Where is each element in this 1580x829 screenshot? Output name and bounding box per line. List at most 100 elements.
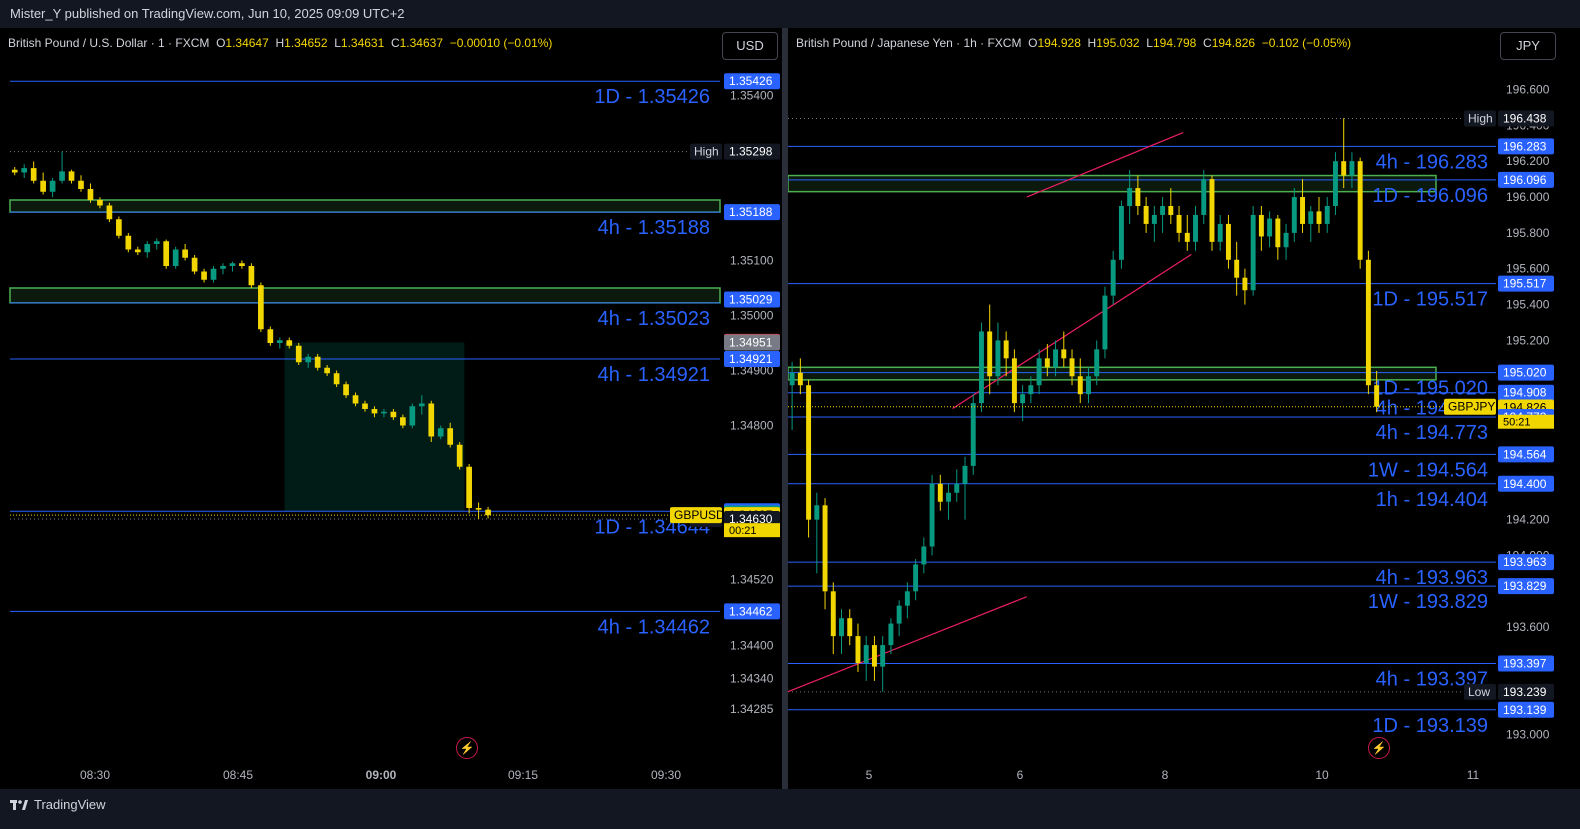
candle-body — [409, 406, 416, 426]
panel-divider[interactable] — [782, 28, 788, 789]
candle-body — [863, 645, 869, 664]
x-tick-label: 09:15 — [508, 768, 538, 782]
candle-body — [30, 168, 37, 181]
level-label: 4h - 1.35188 — [598, 217, 710, 239]
support-resistance-zone — [788, 366, 1437, 381]
candle-body — [1151, 214, 1157, 224]
candle-body — [1160, 206, 1166, 215]
candle-body — [806, 385, 812, 520]
candle-body — [97, 200, 103, 206]
price-tag — [724, 334, 780, 351]
candle-body — [1086, 376, 1091, 395]
lightning-icon[interactable]: ⚡ — [456, 737, 478, 759]
candle-body — [447, 428, 454, 445]
candle-body — [153, 241, 160, 244]
countdown-text: 50:21 — [1503, 417, 1531, 429]
publish-header: Mister_Y published on TradingView.com, J… — [0, 0, 1580, 28]
candle-body — [466, 466, 472, 508]
y-tick-label: 195.600 — [1506, 262, 1550, 276]
x-tick-label: 10 — [1315, 768, 1329, 782]
candle-body — [929, 483, 935, 547]
price-tag-text: 193.397 — [1503, 657, 1547, 671]
chart-panel-gbpusd[interactable]: 1.35400 1.35100 1.35000 1.34900 1.34800 1.345… — [0, 28, 782, 789]
high-label-box — [1464, 110, 1496, 127]
candle-body — [248, 266, 255, 286]
candle-body — [456, 444, 463, 467]
candle-body — [1069, 358, 1075, 377]
symbol-tag: GBPJPY — [1448, 400, 1495, 414]
candle-body — [1308, 211, 1314, 224]
level-label: 4h - 1.34921 — [598, 364, 710, 386]
candle-body — [210, 268, 217, 280]
symbol-legend: British Pound / U.S. Dollar · 1 · FXCM O… — [8, 36, 552, 50]
price-tag-text: 193.829 — [1503, 579, 1547, 593]
footer-brand-text: TradingView — [34, 797, 106, 812]
open-label: O — [216, 36, 226, 50]
candle-body — [904, 591, 910, 606]
candle-body — [418, 403, 425, 407]
price-tag-text: 1.34630 — [729, 512, 773, 526]
chart-canvas-gbpusd[interactable]: 1.35400 1.35100 1.35000 1.34900 1.34800 1.345… — [0, 28, 782, 789]
chart-canvas-gbpjpy[interactable]: 196.600196.400196.200196.000195.800195.6… — [788, 28, 1580, 789]
y-tick-label: 1.34340 — [730, 672, 774, 686]
price-tag — [1498, 475, 1554, 492]
level-label: 1D - 1.35426 — [594, 86, 710, 108]
tradingview-logo[interactable]: TradingView — [10, 797, 106, 812]
y-tick-label: 1.34800 — [730, 419, 774, 433]
candle-body — [437, 428, 444, 437]
candle-body — [78, 180, 84, 189]
chart-panel-gbpjpy[interactable]: 196.600196.400196.200196.000195.800195.6… — [788, 28, 1580, 789]
candle-body — [485, 509, 491, 516]
high-label: H — [275, 36, 285, 50]
candle-body — [789, 372, 795, 386]
y-tick-label: 1.34400 — [730, 639, 774, 653]
level-label: 4h - 196.283 — [1376, 151, 1488, 173]
level-label: 4h - 194.773 — [1376, 422, 1488, 444]
candle-body — [855, 636, 861, 664]
candle-body — [1234, 259, 1240, 278]
candle-body — [49, 180, 56, 192]
candle-body — [1135, 188, 1141, 206]
candle-body — [1102, 295, 1108, 350]
price-tag — [1498, 110, 1554, 127]
level-label: 4h - 1.35023 — [598, 308, 710, 330]
lightning-icon[interactable]: ⚡ — [1368, 737, 1390, 759]
x-tick-label: 08:30 — [80, 768, 110, 782]
candle-body — [1036, 358, 1042, 386]
candle-body — [314, 356, 321, 368]
candle-body — [888, 623, 894, 646]
candle-body — [201, 271, 207, 280]
price-tag — [1498, 446, 1554, 463]
candle-body — [987, 331, 993, 377]
price-tag-text: 193.239 — [1503, 685, 1547, 699]
candle-body — [1118, 206, 1124, 260]
price-tag — [724, 143, 780, 160]
high-value: 1.34652 — [284, 36, 328, 50]
price-tag — [1498, 655, 1554, 672]
price-tag — [724, 350, 780, 367]
candle-body — [1020, 394, 1026, 404]
candle-body — [11, 169, 18, 173]
tradingview-logo-icon — [10, 799, 28, 810]
candle-body — [371, 409, 378, 414]
candle-body — [1365, 259, 1371, 386]
high-label: High — [694, 145, 719, 159]
level-label: 4h - 193.397 — [1376, 669, 1488, 691]
candle-body — [276, 340, 283, 343]
level-label: 1D - 195.517 — [1372, 289, 1488, 311]
open-label: O — [1028, 36, 1038, 50]
position-box — [284, 342, 465, 512]
currency-button[interactable]: JPY — [1500, 32, 1556, 60]
countdown-box — [724, 523, 780, 538]
candle-body — [921, 546, 927, 565]
candle-body — [970, 403, 976, 466]
candle-body — [1110, 259, 1116, 296]
candle-body — [1053, 349, 1059, 368]
price-tag-text: 1.34462 — [729, 604, 773, 618]
y-tick-label: 195.800 — [1506, 226, 1550, 240]
candle-body — [1267, 218, 1273, 237]
price-tag — [1498, 554, 1554, 571]
support-resistance-zone — [9, 287, 721, 304]
symbol-tag: GBPUSD — [674, 508, 725, 522]
currency-button[interactable]: USD — [722, 32, 778, 60]
